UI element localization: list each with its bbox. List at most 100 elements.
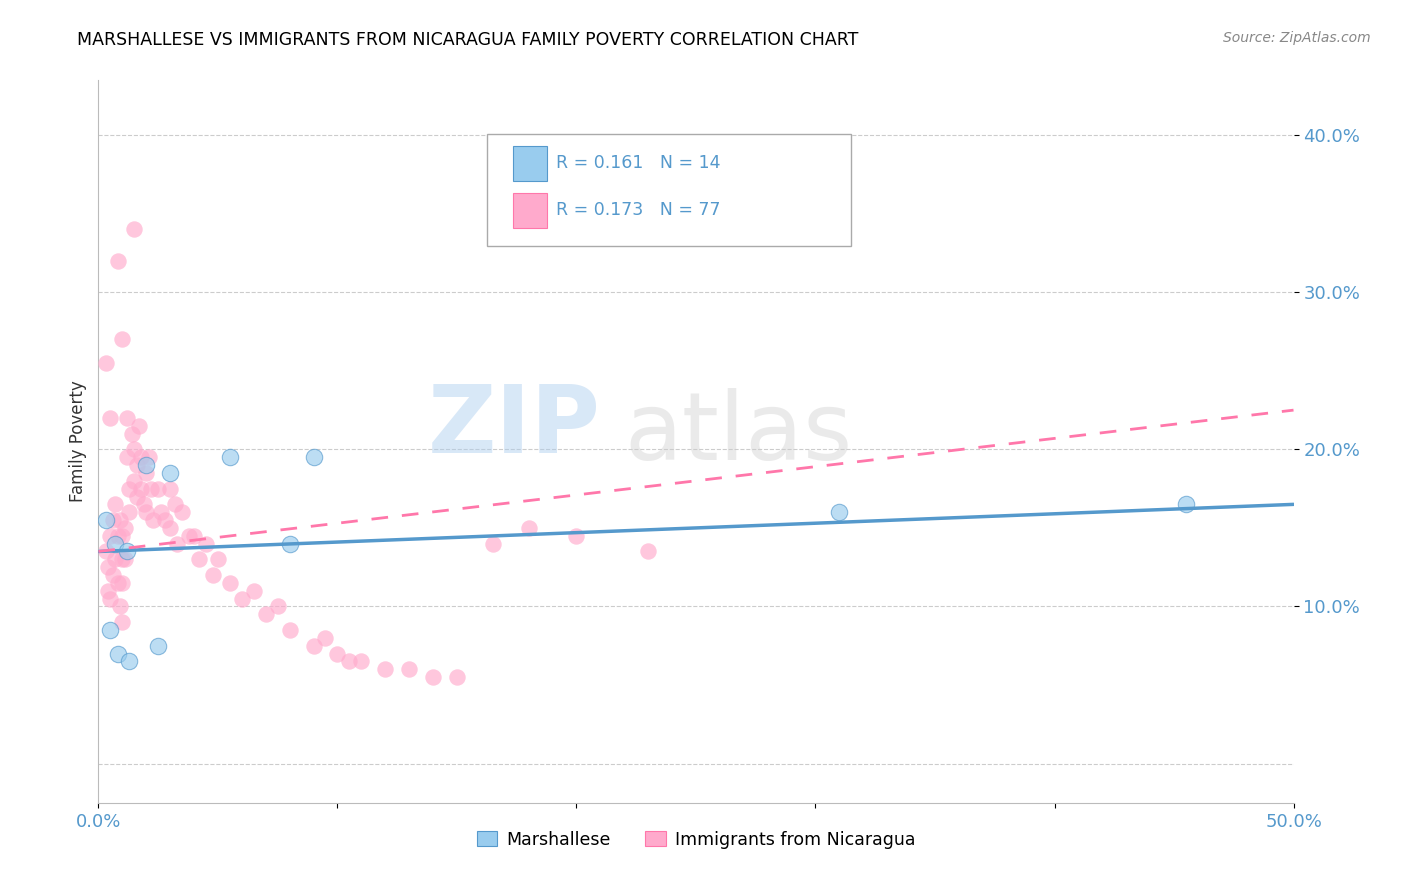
Point [124,442,146,457]
Point [104,497,127,511]
Point [114,552,136,566]
Point [124,474,146,488]
Point [124,222,146,236]
Point [94,356,117,370]
Point [517,521,540,535]
Point [302,639,325,653]
Point [139,482,162,496]
Point [97,560,120,574]
Point [637,544,659,558]
Point [1175,497,1198,511]
Point [733,207,755,221]
Point [159,482,181,496]
Point [131,482,153,496]
Point [107,253,129,268]
Bar [513,193,547,227]
Point [166,536,188,550]
Point [111,615,134,630]
Point [219,575,242,590]
Text: ZIP: ZIP [427,381,600,473]
Point [125,458,148,472]
Point [315,631,337,645]
Legend: Marshallese, Immigrants from Nicaragua: Marshallese, Immigrants from Nicaragua [470,823,922,855]
Point [118,482,141,496]
Text: Source: ZipAtlas.com: Source: ZipAtlas.com [1223,31,1371,45]
Point [148,482,170,496]
Point [128,418,150,433]
Point [446,670,468,684]
Point [135,466,157,480]
Point [374,662,396,676]
Point [107,575,129,590]
Point [115,450,138,465]
Point [111,333,134,347]
Point [302,450,325,465]
Y-axis label: Family Poverty: Family Poverty [69,381,87,502]
Point [98,529,122,543]
Point [101,513,124,527]
Point [107,529,129,543]
Point [207,552,229,566]
Point [98,623,122,637]
Point [132,497,155,511]
Point [149,505,172,519]
Point [135,505,157,519]
Point [108,513,131,527]
Point [114,521,136,535]
Point [108,599,131,614]
Point [422,670,444,684]
Point [172,505,194,519]
FancyBboxPatch shape [486,135,852,246]
Point [111,529,134,543]
Bar [513,146,547,181]
Point [183,529,205,543]
Point [804,207,827,221]
Point [101,568,124,582]
Point [219,450,242,465]
Text: atlas: atlas [624,388,852,480]
Point [278,623,301,637]
Point [115,411,138,425]
Point [187,552,209,566]
Point [481,536,505,550]
Text: R = 0.173   N = 77: R = 0.173 N = 77 [557,202,721,219]
Point [254,607,277,622]
Point [195,536,218,550]
Point [159,521,181,535]
Point [231,591,253,606]
Text: MARSHALLESE VS IMMIGRANTS FROM NICARAGUA FAMILY POVERTY CORRELATION CHART: MARSHALLESE VS IMMIGRANTS FROM NICARAGUA… [77,31,859,49]
Point [115,544,138,558]
Point [94,544,117,558]
Point [828,505,851,519]
Point [326,647,349,661]
Point [148,639,170,653]
Point [121,426,143,441]
Point [111,552,134,566]
Point [179,529,201,543]
Point [107,647,129,661]
Point [350,655,373,669]
Point [202,568,225,582]
Point [118,655,141,669]
Point [98,411,122,425]
Point [565,529,588,543]
Point [155,513,177,527]
Point [163,497,186,511]
Point [97,583,120,598]
Point [339,655,361,669]
Point [111,575,134,590]
Point [278,536,301,550]
Point [131,450,153,465]
Text: R = 0.161   N = 14: R = 0.161 N = 14 [557,154,721,172]
Point [398,662,420,676]
Point [138,450,160,465]
Point [118,505,141,519]
Point [267,599,290,614]
Point [159,466,181,480]
Point [135,458,157,472]
Point [125,490,148,504]
Point [104,536,127,550]
Point [104,552,127,566]
Point [98,591,122,606]
Point [142,513,165,527]
